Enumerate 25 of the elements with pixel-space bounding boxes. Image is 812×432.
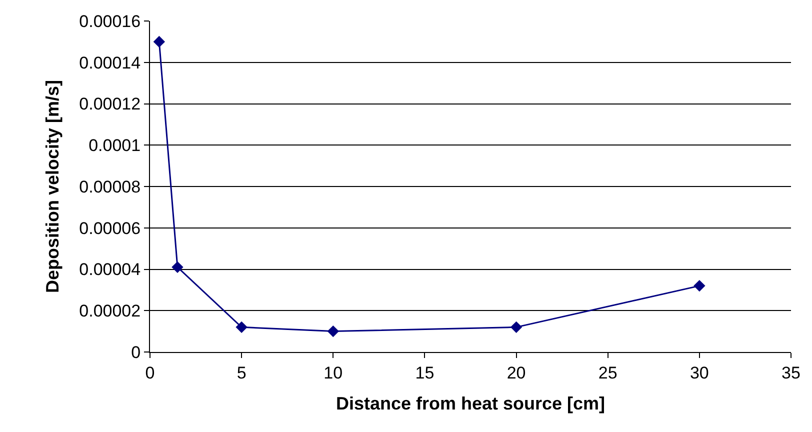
- x-tick-label: 25: [598, 363, 618, 382]
- x-tick-label: 35: [782, 363, 800, 382]
- y-tick-label: 0.00002: [79, 302, 141, 321]
- x-tick-label: 20: [506, 363, 526, 382]
- x-tick-label: 30: [690, 363, 709, 382]
- y-tick-label: 0.00008: [79, 177, 141, 196]
- y-tick-label: 0.00016: [79, 12, 141, 31]
- point: [694, 280, 706, 292]
- y-tick-label: 0.00006: [79, 218, 141, 238]
- point: [510, 321, 522, 334]
- point: [153, 36, 166, 48]
- y-tick-label: 0.00004: [79, 260, 141, 280]
- point: [236, 321, 248, 334]
- y-tick-label: 0.00012: [79, 94, 141, 114]
- x-axis-title: Distance from heat source [cm]: [336, 394, 606, 414]
- point: [172, 261, 184, 274]
- y-tick-label: 0.0001: [88, 136, 141, 156]
- y-tick-label: 0: [131, 342, 141, 362]
- y-tick-label: 0.00014: [79, 53, 141, 72]
- y-axis-title: Deposition velocity [m/s]: [42, 80, 62, 294]
- x-tick-label: 15: [415, 363, 434, 382]
- point: [327, 325, 339, 338]
- x-tick-label: 0: [145, 363, 155, 382]
- x-tick-label: 5: [236, 363, 246, 382]
- x-tick-label: 10: [324, 363, 343, 382]
